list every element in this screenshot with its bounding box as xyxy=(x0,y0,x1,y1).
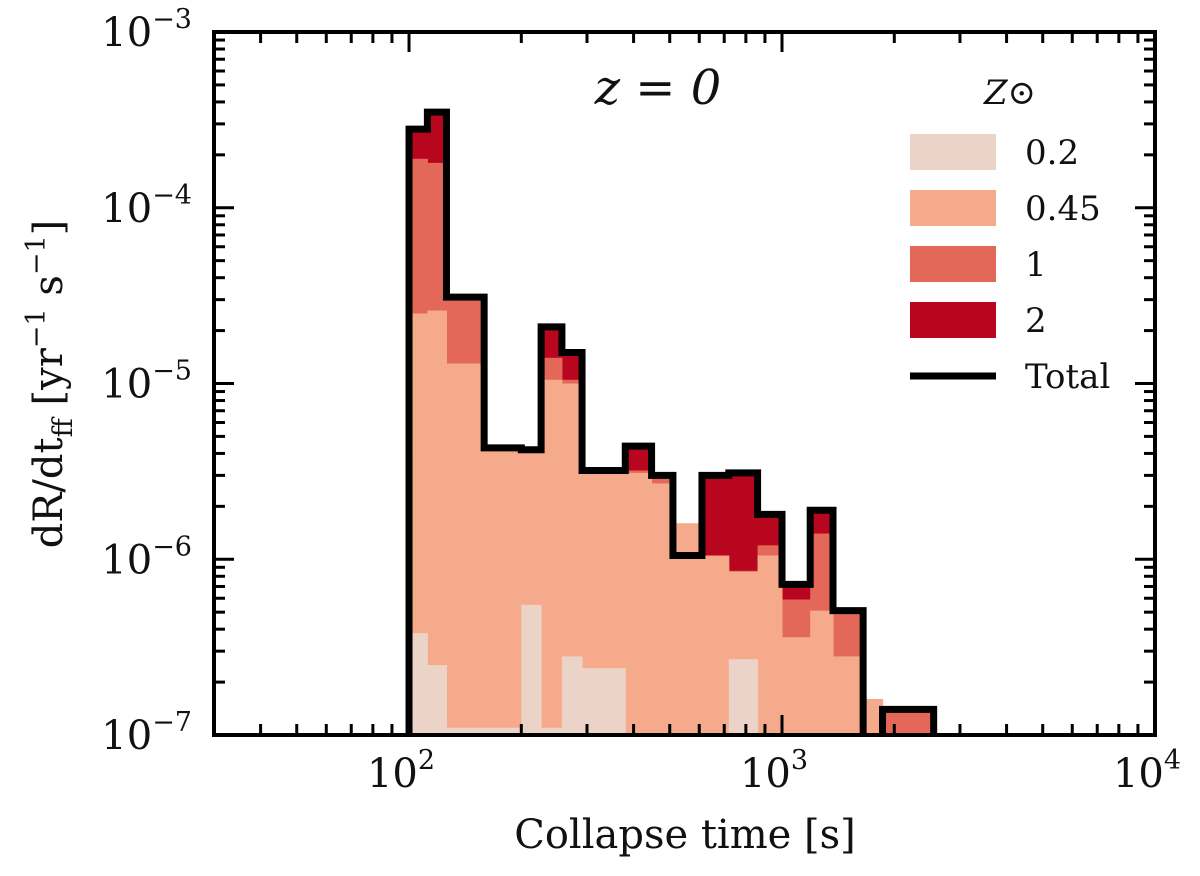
y-tick-label: 10−3 xyxy=(101,4,192,56)
legend-swatch xyxy=(910,302,996,338)
x-tick-labels: 102 103 104 xyxy=(367,745,1181,797)
y-tick-label: 10−6 xyxy=(101,531,192,583)
y-axis-label: dR/dtff [yr−1 s−1] xyxy=(21,220,79,549)
redshift-annotation: z = 0 xyxy=(594,60,722,116)
legend: Z⊙ 0.2 0.45 1 2 Total xyxy=(910,73,1110,397)
bar xyxy=(582,668,626,735)
legend-swatch xyxy=(910,246,996,282)
y-label-exp2: −1 xyxy=(21,235,52,275)
bar xyxy=(908,709,935,735)
bar xyxy=(728,659,759,735)
legend-label: Total xyxy=(1025,357,1110,397)
bar xyxy=(446,727,485,735)
bar xyxy=(409,633,428,735)
legend-entries: 0.2 0.45 1 2 Total xyxy=(910,133,1110,397)
bar xyxy=(427,665,447,735)
bar xyxy=(810,610,834,735)
y-tick-label: 10−7 xyxy=(101,707,192,759)
bar xyxy=(782,637,811,735)
y-tick-label: 10−5 xyxy=(101,356,192,408)
bar xyxy=(521,604,542,735)
bar xyxy=(541,727,563,735)
legend-title: Z⊙ xyxy=(983,73,1036,113)
bar xyxy=(651,483,674,735)
y-label-units-close: ] xyxy=(26,220,72,236)
x-tick-label: 104 xyxy=(1113,745,1181,797)
bar xyxy=(446,363,485,735)
legend-label: 0.45 xyxy=(1025,189,1101,229)
bar xyxy=(833,656,864,735)
y-label-exp1: −1 xyxy=(21,308,52,348)
bar xyxy=(484,727,522,735)
total-step-line xyxy=(405,108,938,735)
y-label-units-open: [yr xyxy=(26,347,72,418)
x-axis-label: Collapse time [s] xyxy=(514,812,856,858)
bar xyxy=(541,379,563,735)
bar xyxy=(757,555,783,735)
y-tick-label: 10−4 xyxy=(101,180,192,232)
y-label-num: dR/dt xyxy=(26,437,72,548)
bar xyxy=(561,383,583,735)
bar xyxy=(484,447,522,735)
y-label-mid: s xyxy=(26,275,72,308)
legend-swatch xyxy=(910,190,996,226)
y-tick-labels: 10−7 10−6 10−5 10−4 10−3 xyxy=(101,4,192,759)
bar xyxy=(409,313,428,735)
bar xyxy=(427,310,447,735)
bar xyxy=(863,699,884,735)
x-tick-label: 102 xyxy=(367,745,435,797)
bar xyxy=(561,656,583,735)
legend-label: 1 xyxy=(1025,245,1047,285)
plot-frame xyxy=(212,30,1157,737)
legend-label: 0.2 xyxy=(1025,133,1079,173)
x-tick-label: 103 xyxy=(740,745,808,797)
total-outline xyxy=(405,108,938,735)
bar xyxy=(701,555,730,735)
series-z-0_2 xyxy=(409,604,759,735)
legend-label: 2 xyxy=(1025,301,1047,341)
y-label-sub: ff xyxy=(48,416,79,437)
legend-swatch xyxy=(910,134,996,170)
bar xyxy=(625,472,653,735)
